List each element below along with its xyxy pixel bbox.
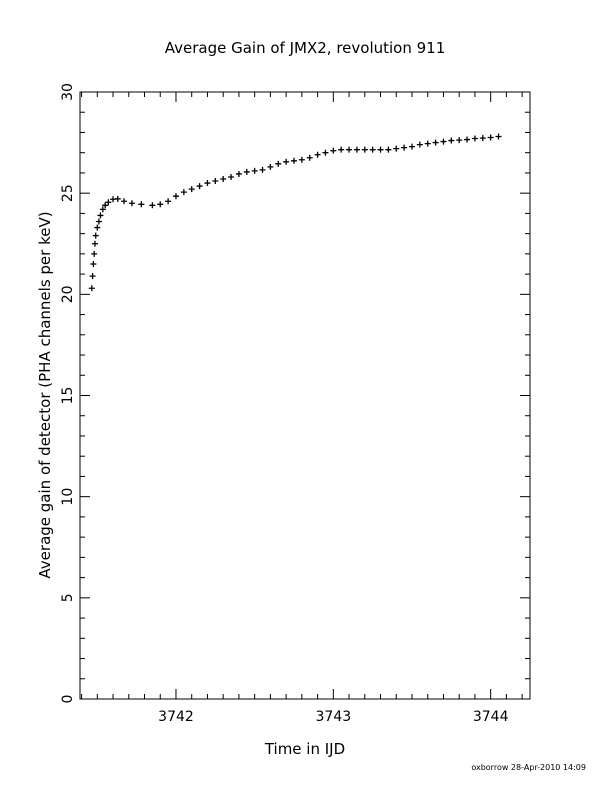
data-point — [128, 200, 135, 207]
data-point — [188, 186, 195, 193]
data-point — [322, 149, 329, 156]
data-point — [165, 198, 172, 205]
data-point — [267, 163, 274, 170]
data-point — [235, 170, 242, 177]
data-point — [91, 250, 98, 257]
y-tick-label: 15 — [60, 387, 76, 405]
x-tick-label: 3743 — [316, 709, 352, 725]
x-axis-label: Time in IJD — [264, 740, 345, 758]
data-point — [346, 146, 353, 153]
y-tick-label: 20 — [60, 285, 76, 303]
data-point — [220, 176, 227, 183]
data-point — [259, 166, 266, 173]
data-point — [495, 133, 502, 140]
data-point — [353, 146, 360, 153]
footer-stamp: oxborrow 28-Apr-2010 14:09 — [471, 763, 586, 772]
data-point — [97, 212, 104, 219]
plot-frame — [79, 91, 531, 700]
data-point — [314, 151, 321, 158]
data-point — [90, 260, 97, 267]
data-point — [487, 134, 494, 141]
data-point — [479, 135, 486, 142]
data-point — [416, 141, 423, 148]
data-point — [138, 201, 145, 208]
y-tick-label: 30 — [60, 83, 76, 101]
chart-title: Average Gain of JMX2, revolution 911 — [165, 39, 446, 57]
y-tick-label: 25 — [60, 184, 76, 202]
data-point — [401, 144, 408, 151]
y-tick-label: 10 — [60, 488, 76, 506]
data-point — [149, 202, 156, 209]
data-point — [228, 173, 235, 180]
data-point — [212, 178, 219, 185]
data-point — [393, 145, 400, 152]
data-point — [91, 240, 98, 247]
data-point — [95, 218, 102, 225]
data-point — [448, 137, 455, 144]
y-axis-label: Average gain of detector (PHA channels p… — [36, 211, 54, 578]
data-point — [92, 232, 99, 239]
axis-ticks — [80, 91, 530, 700]
data-point — [471, 135, 478, 142]
data-point — [377, 146, 384, 153]
data-point — [330, 147, 337, 154]
axis-tick-labels: 0 5 10 15 20 25 30 3742 3743 3744 — [60, 83, 509, 725]
data-point — [338, 146, 345, 153]
y-tick-label: 5 — [60, 593, 76, 602]
data-point — [298, 156, 305, 163]
data-point — [157, 201, 164, 208]
data-point — [180, 189, 187, 196]
data-point — [121, 198, 128, 205]
data-point — [204, 180, 211, 187]
data-point — [290, 157, 297, 164]
y-tick-label: 0 — [60, 695, 76, 704]
data-point — [369, 146, 376, 153]
data-point — [385, 146, 392, 153]
data-point — [306, 154, 313, 161]
data-point — [172, 193, 179, 200]
data-point — [251, 167, 258, 174]
data-point — [105, 199, 112, 206]
plot-area: 0 5 10 15 20 25 30 3742 3743 3744 — [60, 83, 531, 725]
data-point — [196, 183, 203, 190]
data-point — [94, 224, 101, 231]
x-tick-label: 3744 — [473, 709, 509, 725]
data-point — [89, 273, 96, 280]
data-point — [88, 285, 95, 292]
data-point — [408, 143, 415, 150]
data-point — [456, 137, 463, 144]
data-point — [440, 138, 447, 145]
data-point — [243, 168, 250, 175]
data-point — [361, 146, 368, 153]
data-point — [464, 136, 471, 143]
data-point — [283, 158, 290, 165]
data-point — [275, 160, 282, 167]
data-point — [102, 202, 109, 209]
data-points — [88, 133, 502, 292]
data-point — [114, 195, 121, 202]
data-point — [432, 139, 439, 146]
x-tick-label: 3742 — [158, 709, 194, 725]
data-point — [99, 206, 106, 213]
data-point — [424, 140, 431, 147]
